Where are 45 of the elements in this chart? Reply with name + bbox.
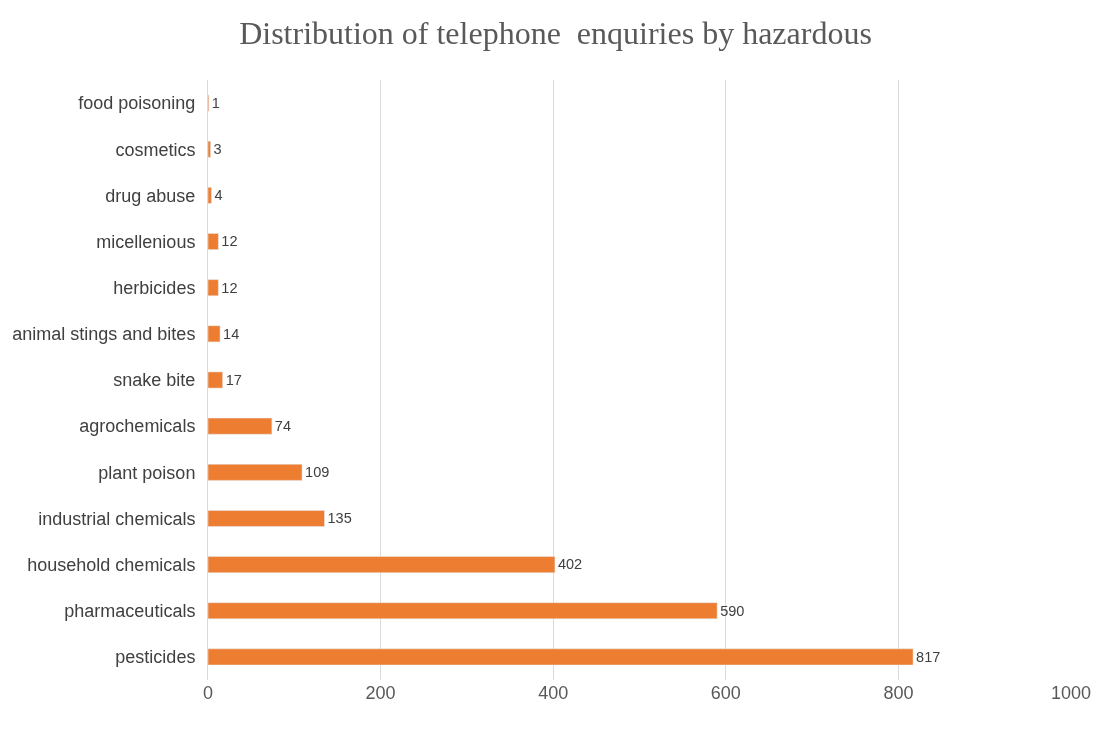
- data-label: 17: [225, 371, 242, 388]
- x-tick-label: 0: [202, 683, 214, 703]
- data-label: 12: [221, 279, 238, 296]
- data-label: 3: [213, 141, 222, 158]
- bar: [208, 463, 303, 481]
- data-label: 74: [274, 418, 292, 434]
- bar: [208, 371, 223, 389]
- bar: [208, 510, 325, 527]
- y-tick-label: plant poison: [98, 462, 196, 483]
- bar: [208, 233, 219, 250]
- data-label: 135: [327, 510, 352, 527]
- bar: [208, 648, 914, 666]
- bar: [208, 279, 219, 297]
- data-label: 4: [214, 187, 223, 204]
- y-tick-label: food poisoning: [78, 93, 196, 114]
- bar: [208, 325, 221, 343]
- data-label: 590: [720, 602, 745, 619]
- y-tick-label: snake bite: [113, 370, 196, 391]
- bar: [208, 602, 718, 620]
- data-label: 14: [223, 325, 240, 342]
- y-tick-label: pesticides: [115, 647, 196, 668]
- data-label: 12: [221, 233, 238, 250]
- y-tick-label: drug abuse: [105, 185, 196, 206]
- y-tick-label: animal stings and bites: [12, 324, 196, 345]
- data-label: 402: [557, 556, 583, 573]
- x-tick-label: 800: [883, 683, 914, 703]
- y-tick-label: cosmetics: [115, 139, 196, 160]
- x-tick-label: 200: [365, 683, 396, 703]
- data-label: 817: [916, 648, 941, 665]
- x-tick-label: 400: [538, 683, 569, 703]
- y-tick-label: household chemicals: [27, 554, 196, 575]
- chart-title: Distribution of telephone enquiries by hazardous: [239, 15, 872, 52]
- data-label: 1: [211, 94, 220, 111]
- x-tick-label: 600: [710, 683, 741, 703]
- bar: [208, 187, 212, 204]
- y-tick-label: micellenious: [96, 231, 196, 252]
- bar: [208, 140, 211, 158]
- bar: [208, 556, 556, 573]
- y-tick-label: pharmaceuticals: [64, 601, 196, 622]
- y-tick-label: agrochemicals: [79, 416, 196, 437]
- y-tick-label: herbicides: [113, 277, 196, 298]
- x-tick-label: 1000: [1050, 683, 1092, 703]
- y-tick-label: industrial chemicals: [38, 508, 196, 529]
- bar: [208, 417, 273, 435]
- data-label: 109: [305, 464, 330, 481]
